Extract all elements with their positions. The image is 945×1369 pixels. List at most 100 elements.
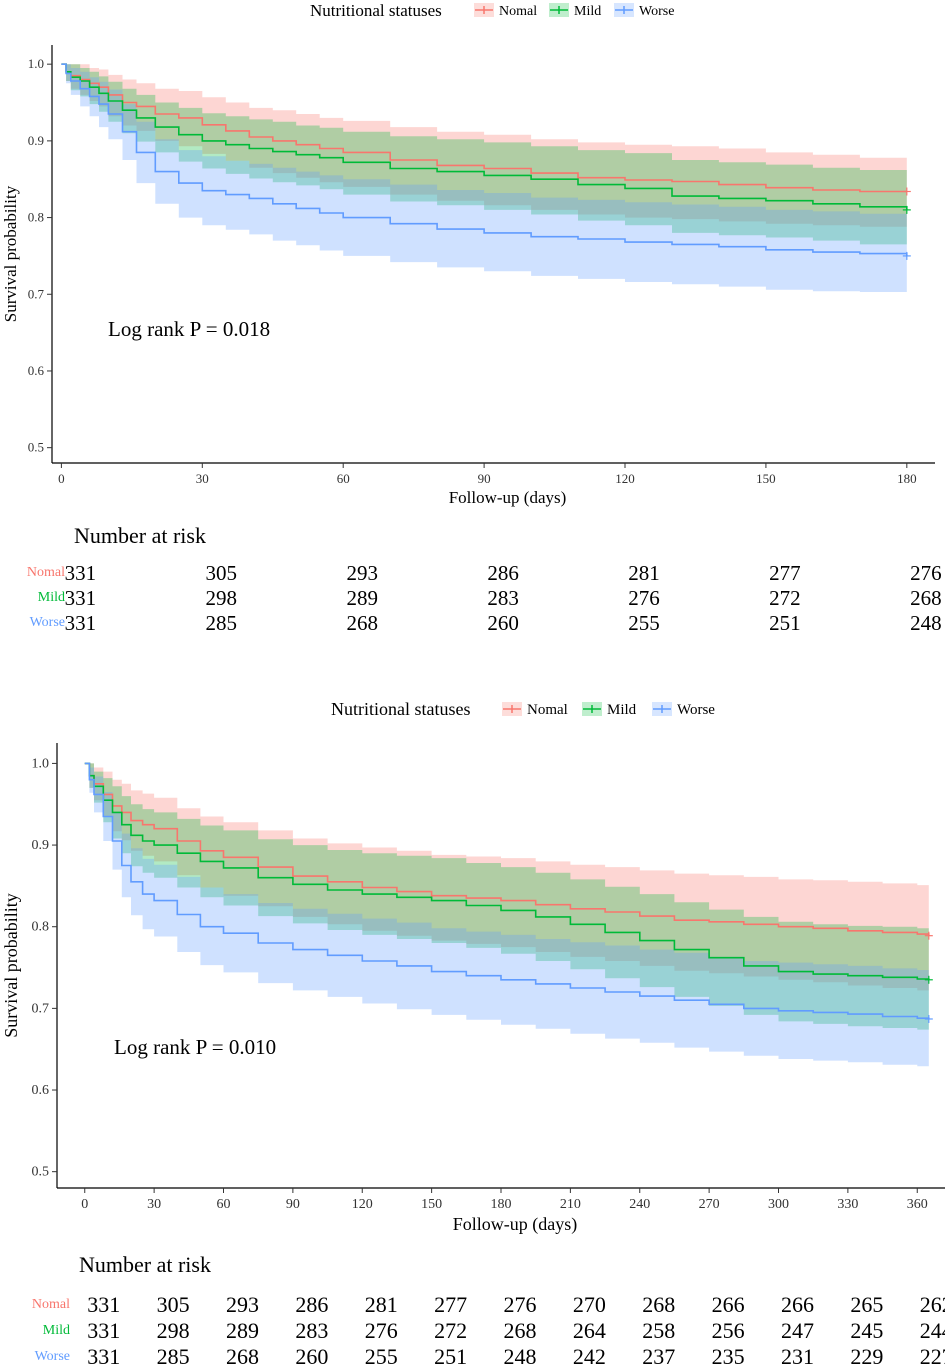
panel2-x-tick-label: 30 [147,1197,161,1212]
panel2-y-tick-label: 0.8 [32,920,50,935]
panel2-x-axis-label: Follow-up (days) [453,1214,578,1235]
panel2-risk-cell: 258 [642,1318,675,1343]
panel2-risk-cell: 251 [434,1344,467,1369]
panel2-risk-cell: 277 [434,1292,467,1317]
panel2-risk-cell: 286 [295,1292,328,1317]
panel2-risk-cell: 245 [850,1318,883,1343]
panel2-risk-cell: 264 [573,1318,606,1343]
panel2-risk-cell: 268 [642,1292,675,1317]
panel1-axes: 0.5 0.6 0.7 0.8 0.9 1.0 0 30 60 90 120 150 180 Follow… [1,45,935,507]
panel2-risk-cell: 331 [87,1318,120,1343]
panel2-risk-cell: 281 [365,1292,398,1317]
panel1-x-tick-label: 180 [897,471,917,486]
panel2-risk-cell: 293 [226,1292,259,1317]
panel1-risk-row-label-mild: Mild [38,590,65,605]
panel2-risk-cell: 285 [157,1344,190,1369]
panel1-ci-band-nomal [61,64,907,227]
panel1-risk-cell: 293 [346,561,378,585]
panel2-risk-cell: 256 [712,1318,745,1343]
panel2-x-tick-label: 60 [217,1197,231,1212]
panel2-ci-band-worse [84,763,929,1068]
panel1-risk-cell: 277 [769,561,801,585]
panel1-x-tick-label: 120 [615,471,635,486]
panel2-x-tick-label: 90 [286,1197,300,1212]
panel2-risk-cell: 305 [157,1292,190,1317]
panel1-risk-cell: 272 [769,586,801,610]
panel1-risk-cell: 289 [346,586,378,610]
panel2-risk-cell: 235 [712,1344,745,1369]
panel2-risk-cell: 268 [504,1318,537,1343]
panel1-risk-cell: 331 [65,586,97,610]
panel1-risk-cell: 331 [65,561,97,585]
panel2-risk-cell: 268 [226,1344,259,1369]
panel2-risk-cell: 248 [504,1344,537,1369]
panel1-ci-bands [61,64,907,292]
panel1-risk-cell: 276 [628,586,660,610]
panel1-risk-row-label-worse: Worse [30,615,65,630]
panel2-risk-cell: 276 [504,1292,537,1317]
panel2-curve-worse [84,762,930,1019]
panel1-y-tick-label: 1.0 [28,56,44,71]
panel1-risk-cell: 331 [65,611,97,635]
panel2-risk-row-label-worse: Worse [35,1349,70,1364]
panel2-risk-cell: 272 [434,1318,467,1343]
panel2-risk-cell: 242 [573,1344,606,1369]
panel2-x-tick-label: 120 [352,1197,373,1212]
panel1-x-tick-label: 150 [756,471,776,486]
panel2-risk-cell: 244 [920,1318,945,1343]
panel1-risk-cell: 283 [487,586,519,610]
panel1-y-tick-label: 0.8 [28,210,44,225]
panel1-legend-label-nomal: Nomal [499,4,537,19]
panel1-risk-cell: 305 [206,561,238,585]
panel1-risk-cell: 255 [628,611,660,635]
panel2-risk-cell: 331 [87,1344,120,1369]
panel2-y-tick-label: 0.6 [32,1083,50,1098]
panel2-ci-band-mild [84,763,929,1031]
panel2-legend-title: Nutritional statuses [331,699,470,719]
panel1-risk-cell: 286 [487,561,519,585]
panel1-curves [61,63,911,260]
panel2-x-tick-label: 180 [491,1197,512,1212]
panel2-legend-label-nomal: Nomal [527,702,568,718]
panel2-legend-label-worse: Worse [677,702,715,718]
panel1-risk-cell: 268 [346,611,378,635]
panel2-y-tick-label: 0.9 [32,838,50,853]
panel2-x-tick-label: 330 [837,1197,858,1212]
panel2-risk-cell: 298 [157,1318,190,1343]
panel2-y-axis-label: Survival probability [1,893,21,1037]
panel1-legend: Nutritional statuses Nomal Mild Worse [310,1,674,20]
panel2-risk-table: Number at risk Nomal 331 305 293 286 281 277 276… [32,1252,945,1369]
panel1-risk-cell: 298 [206,586,238,610]
panel1-risk-cell: 285 [206,611,238,635]
panel2-risk-cell: 283 [295,1318,328,1343]
panel2-risk-cell: 237 [642,1344,675,1369]
panel1-risk-cell: 251 [769,611,801,635]
panel2-risk-cell: 260 [295,1344,328,1369]
panel2-x-tick-label: 210 [560,1197,581,1212]
panel2-y-tick-label: 1.0 [32,756,50,771]
panel1-legend-title: Nutritional statuses [310,1,442,20]
panel2-y-tick-label: 0.7 [32,1001,50,1016]
panel1-y-tick-label: 0.5 [28,440,44,455]
panel2-risk-cell: 262 [920,1292,945,1317]
panel2-axes: 0.5 0.6 0.7 0.8 0.9 1.0 0 30 60 90 120 150 180 210 240… [1,743,945,1235]
panel2-risk-cell: 255 [365,1344,398,1369]
panel1-y-tick-label: 0.6 [28,363,45,378]
panel1-ci-band-worse [61,64,907,292]
panel1-logrank-annotation: Log rank P = 0.018 [108,317,270,341]
panel1-legend-label-worse: Worse [639,4,674,19]
panel1-risk-cell: 281 [628,561,660,585]
panel2-curves [84,762,933,1023]
panel2-x-tick-label: 360 [907,1197,928,1212]
panel2-risk-cell: 231 [781,1344,814,1369]
panel1-x-axis-label: Follow-up (days) [449,488,567,507]
panel2-logrank-annotation: Log rank P = 0.010 [114,1035,276,1059]
panel2-ci-bands [84,763,929,1068]
panel2-x-tick-label: 150 [421,1197,442,1212]
panel1-x-tick-label: 60 [337,471,350,486]
panel2-risk-cell: 266 [712,1292,745,1317]
panel1-legend-label-mild: Mild [574,4,601,19]
panel2-risk-cell: 270 [573,1292,606,1317]
